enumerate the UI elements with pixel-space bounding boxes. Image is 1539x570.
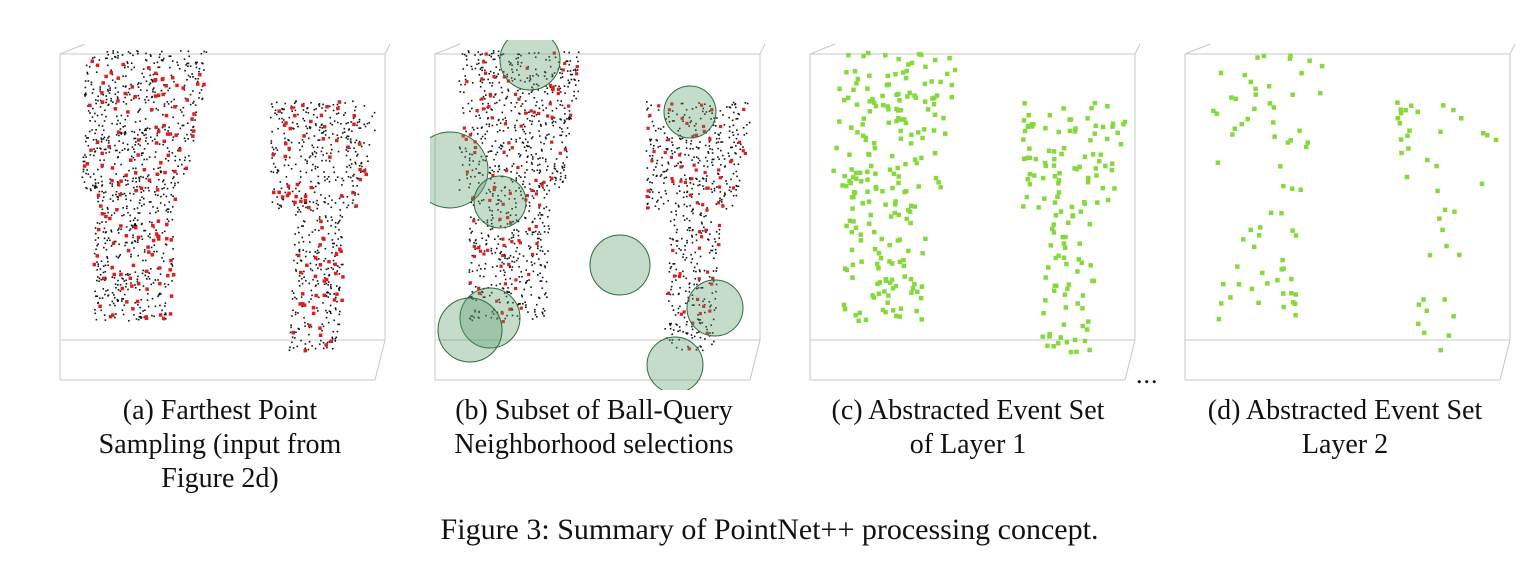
green-abstracted-point-set (831, 50, 1128, 355)
red-sampled-point-set (82, 59, 368, 353)
caption-b: (b) Subset of Ball-Query Neighborhood se… (404, 394, 784, 462)
panel-d-layer2 (1180, 40, 1520, 390)
green-abstracted-point-set (1211, 53, 1499, 353)
ball-query-sphere (686, 279, 744, 337)
ball-query-sphere (459, 287, 521, 349)
ball-query-sphere (473, 175, 527, 229)
ball-query-sphere (430, 131, 489, 209)
caption-c-line: (c) Abstracted Event Set (831, 395, 1105, 426)
figure-caption: Figure 3: Summary of PointNet++ processi… (440, 513, 1099, 546)
bounding-box (434, 43, 766, 381)
point-cloud-plot-c (809, 43, 1141, 381)
panel-a-farthest-point-sampling (55, 40, 395, 390)
ball-query-sphere (646, 336, 704, 390)
ball-query-sphere (499, 40, 561, 91)
caption-d-line: (d) Abstracted Event Set (1207, 395, 1483, 426)
caption-c: (c) Abstracted Event Set of Layer 1 (778, 394, 1158, 462)
red-sampled-point-set (461, 51, 747, 351)
ball-query-sphere (663, 85, 717, 139)
bounding-box (1184, 43, 1516, 381)
caption-d-line: Layer 2 (1301, 429, 1389, 460)
caption-a-line: (a) Farthest Point (122, 395, 318, 426)
point-cloud-plot-d (1184, 43, 1516, 381)
bounding-box (59, 43, 391, 381)
panel-b-ball-query (430, 40, 770, 390)
caption-b-line: (b) Subset of Ball-Query (455, 395, 733, 426)
caption-a-line: Sampling (input from (98, 429, 342, 460)
caption-a: (a) Farthest Point Sampling (input from … (30, 394, 410, 496)
ball-query-sphere (437, 297, 503, 363)
point-cloud-plot-b (430, 40, 766, 390)
caption-d: (d) Abstracted Event Set Layer 2 (1155, 394, 1535, 462)
panel-c-layer1 (805, 40, 1145, 390)
point-cloud-plot-a (59, 43, 391, 381)
ellipsis: ... (1136, 360, 1159, 389)
bounding-box (809, 43, 1141, 381)
caption-c-line: of Layer 1 (909, 429, 1027, 460)
caption-b-line: Neighborhood selections (454, 429, 734, 460)
caption-a-line: Figure 2d) (161, 463, 279, 494)
ball-query-sphere (589, 234, 651, 296)
